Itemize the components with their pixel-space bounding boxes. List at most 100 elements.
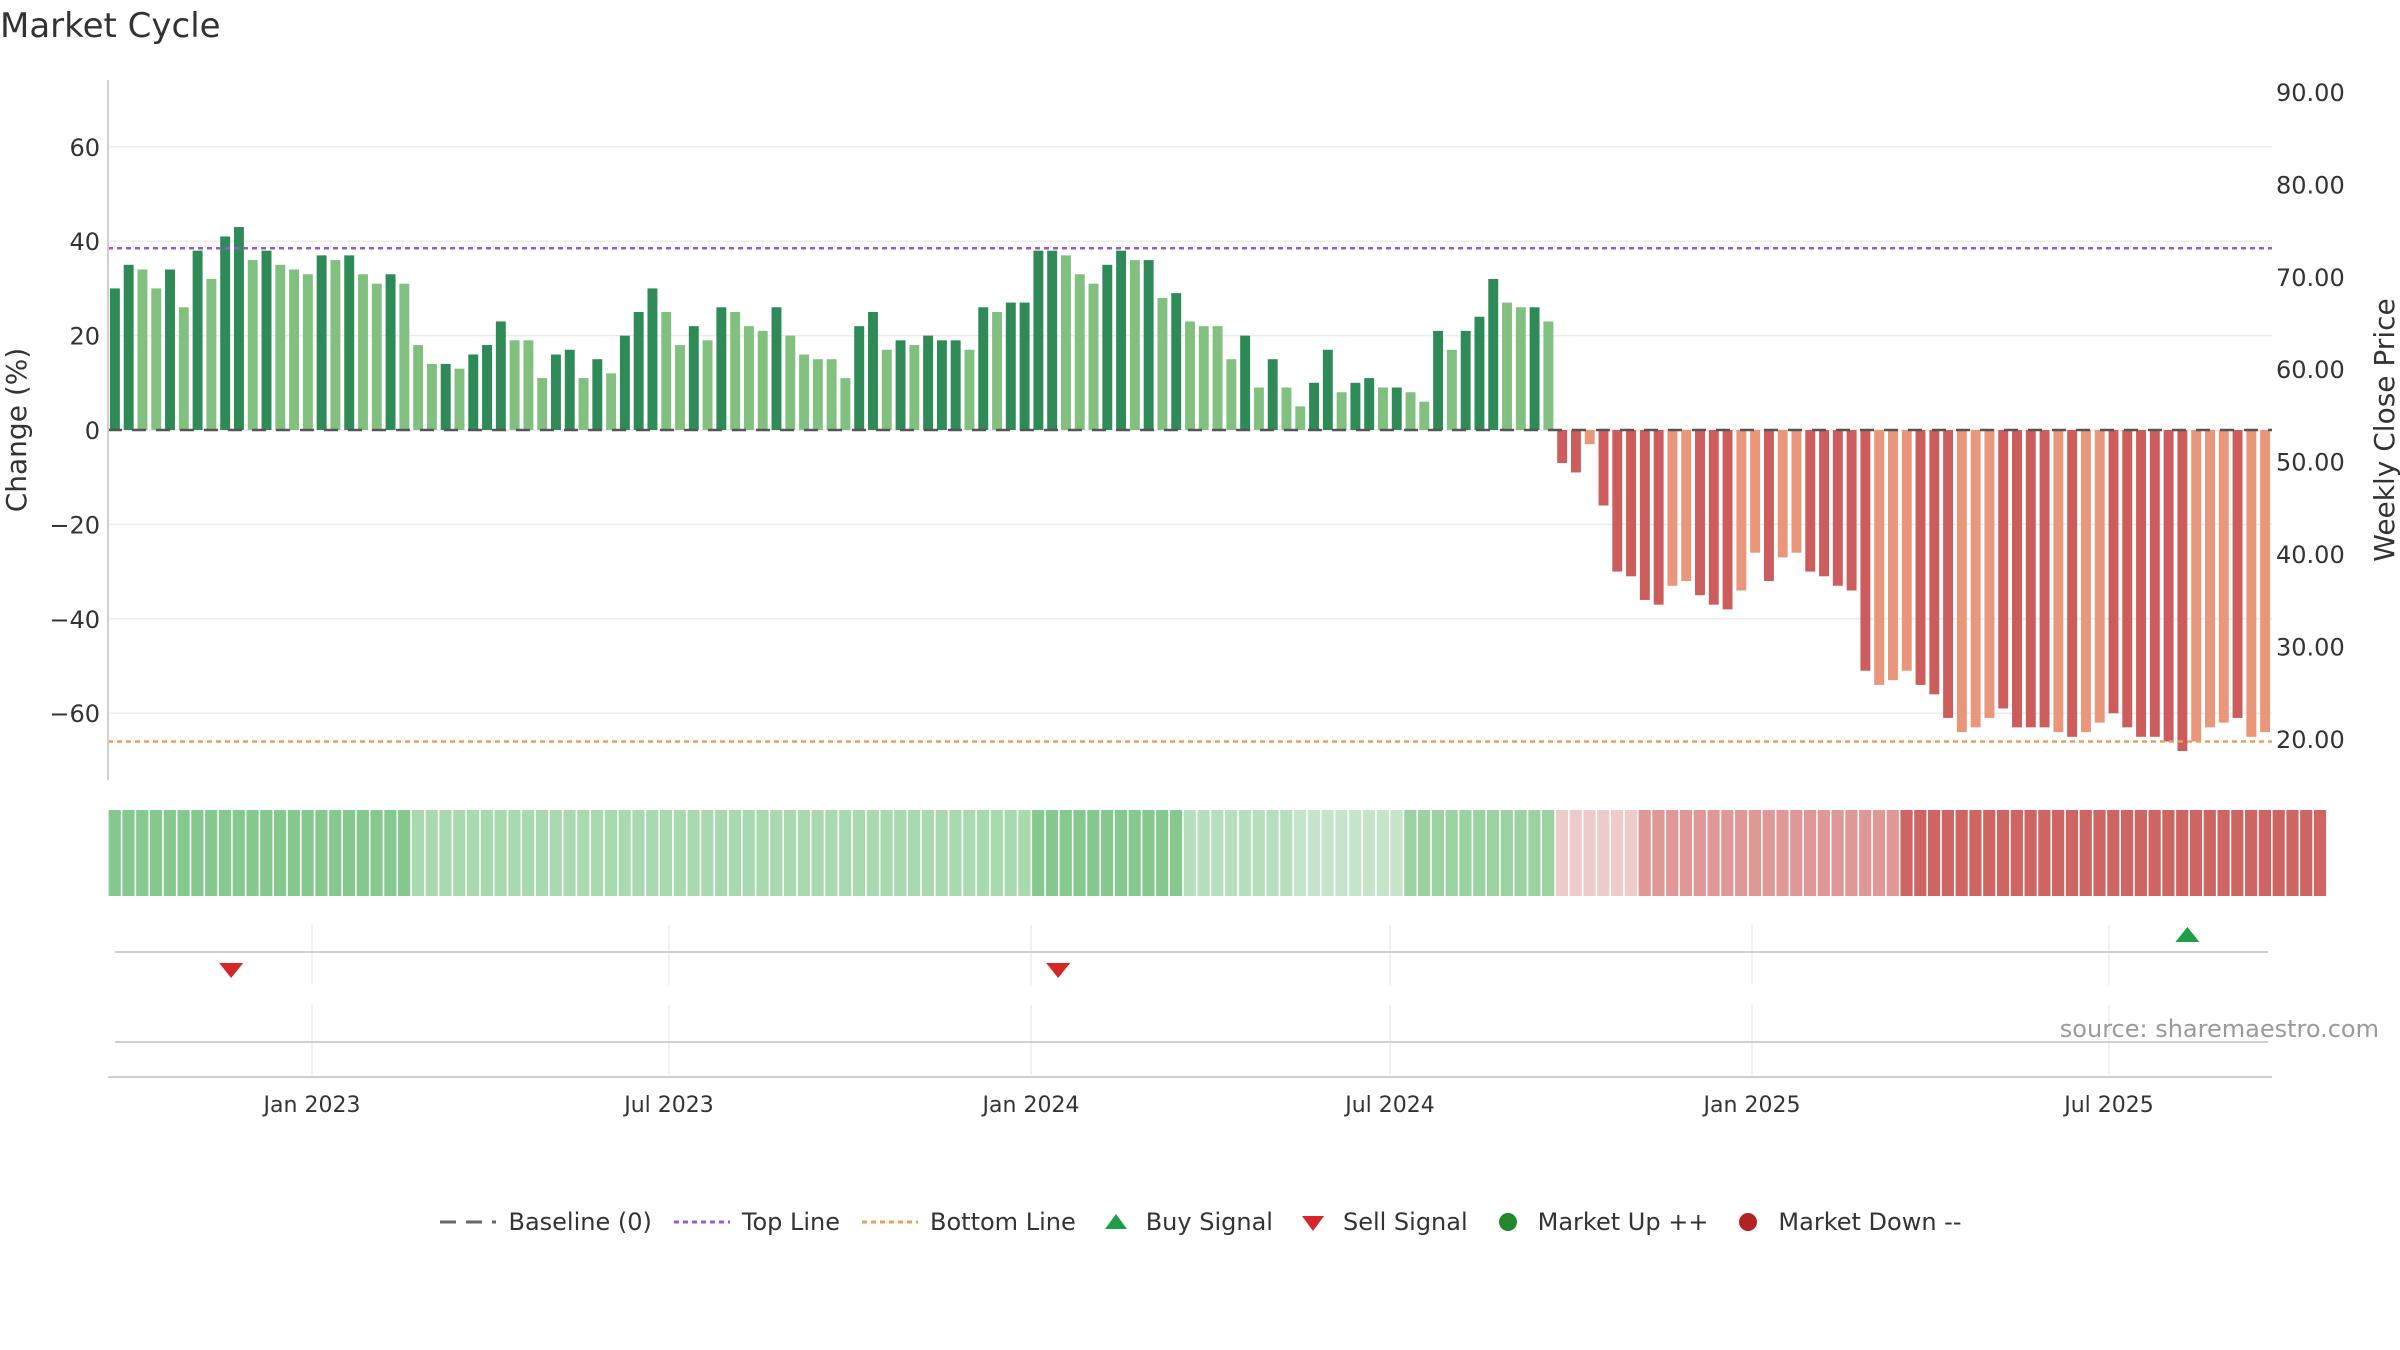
- regime-cell: [742, 810, 755, 896]
- regime-cell: [315, 810, 328, 896]
- regime-cell: [1445, 810, 1458, 896]
- change-bar: [275, 264, 286, 430]
- change-bar: [2108, 430, 2119, 714]
- signals-panel: [115, 925, 2268, 1075]
- chart-title: Market Cycle: [0, 6, 221, 46]
- change-bar: [220, 236, 231, 430]
- legend-item-sell-signal: Sell Signal: [1293, 1208, 1468, 1236]
- change-bar: [1653, 430, 1664, 605]
- regime-cell: [839, 810, 852, 896]
- change-bar: [1667, 430, 1678, 586]
- regime-cell: [1735, 810, 1748, 896]
- regime-cell: [1349, 810, 1362, 896]
- regime-cell: [1624, 810, 1637, 896]
- change-bar: [413, 345, 424, 430]
- change-bar: [1460, 330, 1471, 430]
- regime-cell: [2079, 810, 2092, 896]
- regime-cell: [2286, 810, 2299, 896]
- circle-icon: [1498, 1213, 1517, 1231]
- left-tick-label: −20: [49, 511, 100, 539]
- legend-label: Market Down --: [1778, 1208, 1962, 1236]
- left-tick-label: 60: [69, 134, 100, 162]
- change-bar: [482, 345, 493, 430]
- regime-cell: [1762, 810, 1775, 896]
- regime-cell: [1142, 810, 1155, 896]
- change-bar: [1322, 349, 1333, 430]
- change-bar: [1488, 278, 1499, 430]
- dotted-line-icon: [673, 1220, 730, 1224]
- change-bar: [661, 312, 672, 430]
- regime-cell: [1280, 810, 1293, 896]
- change-bar: [909, 345, 920, 430]
- regime-cell: [618, 810, 631, 896]
- change-bar: [1116, 250, 1127, 430]
- regime-cell: [1101, 810, 1114, 896]
- regime-cell: [2189, 810, 2203, 896]
- change-bar: [2246, 430, 2257, 737]
- legend-label: Sell Signal: [1342, 1208, 1468, 1236]
- regime-cell: [2093, 810, 2106, 896]
- regime-cell: [935, 810, 948, 896]
- change-bar: [1901, 430, 1912, 671]
- change-bar: [2039, 430, 2050, 728]
- regime-cell: [1790, 810, 1803, 896]
- sell-signal-marker: [219, 963, 244, 978]
- change-bar: [1763, 430, 1774, 582]
- change-bar: [2149, 430, 2160, 737]
- x-tick-label: Jul 2024: [1343, 1093, 1435, 1118]
- regime-cell: [1362, 810, 1376, 896]
- change-bar: [1253, 387, 1264, 430]
- regime-cell: [1197, 810, 1210, 896]
- regime-cell: [921, 810, 935, 896]
- regime-cell: [1059, 810, 1072, 896]
- right-tick-label: 50.00: [2276, 449, 2345, 477]
- right-tick-label: 30.00: [2276, 633, 2345, 661]
- regime-cell: [1955, 810, 1968, 896]
- regime-cell: [1418, 810, 1431, 896]
- change-bar: [1212, 326, 1223, 430]
- regime-cell: [1872, 810, 1886, 896]
- change-bar: [1736, 430, 1747, 591]
- change-bar: [978, 307, 989, 430]
- change-bar: [826, 359, 837, 430]
- regime-cell: [411, 810, 425, 896]
- change-bar: [1005, 302, 1016, 430]
- change-bar: [2260, 430, 2271, 733]
- change-bar: [1750, 430, 1761, 553]
- regime-cell: [673, 810, 686, 896]
- regime-cell: [1996, 810, 2010, 896]
- change-bar: [2094, 430, 2105, 723]
- change-bar: [1529, 307, 1540, 430]
- regime-cell: [370, 810, 383, 896]
- regime-cell: [1087, 810, 1100, 896]
- change-bar: [1391, 387, 1402, 430]
- regime-cell: [1293, 810, 1307, 896]
- change-bar: [950, 340, 961, 430]
- change-bar: [1419, 401, 1430, 430]
- change-bar: [233, 227, 244, 430]
- regime-cell: [2038, 810, 2051, 896]
- change-bar: [923, 335, 934, 430]
- change-bar: [1984, 430, 1995, 718]
- regime-cell: [1238, 810, 1252, 896]
- regime-cell: [1018, 810, 1031, 896]
- regime-cell: [1679, 810, 1693, 896]
- regime-cell: [976, 810, 990, 896]
- change-bar: [771, 307, 782, 430]
- regime-cell: [1335, 810, 1348, 896]
- right-tick-label: 20.00: [2276, 726, 2345, 754]
- regime-cell: [1459, 810, 1472, 896]
- change-bar: [2067, 430, 2078, 737]
- regime-cell: [783, 810, 797, 896]
- regime-cell: [108, 810, 121, 896]
- regime-cell: [1390, 810, 1403, 896]
- regime-cell: [577, 810, 590, 896]
- change-bar: [1887, 430, 1898, 681]
- change-bar: [1570, 430, 1581, 473]
- regime-cell: [687, 810, 700, 896]
- regime-cell: [1638, 810, 1651, 896]
- change-bar: [537, 378, 548, 430]
- change-bar: [1074, 274, 1085, 430]
- change-bar: [1405, 392, 1416, 430]
- change-bar: [606, 373, 617, 430]
